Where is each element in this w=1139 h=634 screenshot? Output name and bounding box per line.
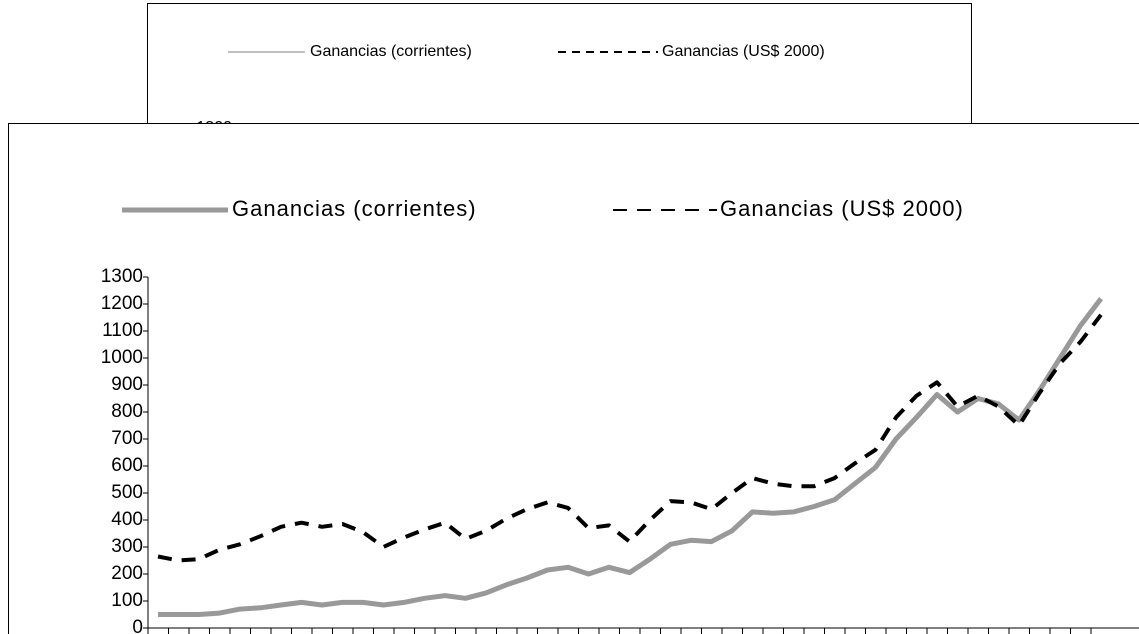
y-tick-label: 400 [111,509,143,530]
y-tick-label: 500 [111,482,143,503]
y-tick-label: 800 [111,401,143,422]
y-tick-label: 1000 [101,347,143,368]
y-tick-label: 700 [111,428,143,449]
series-line [158,297,1103,617]
y-tick-label: 1300 [101,266,143,287]
y-tick-label: 100 [111,590,143,611]
y-tick-label: 1200 [101,293,143,314]
y-tick-label: 0 [132,617,143,634]
y-tick-label: 1100 [102,320,143,341]
legend-label: Ganancias (US$ 2000) [662,43,825,60]
y-tick-label: 600 [111,455,143,476]
chart-frame [8,123,1139,634]
legend-label: Ganancias (corrientes) [310,43,472,60]
legend-label: Ganancias (corrientes) [232,196,477,221]
legend-label: Ganancias (US$ 2000) [720,196,964,221]
y-tick-label: 900 [111,374,143,395]
y-tick-label: 200 [111,563,143,584]
y-tick-label: 300 [111,536,143,557]
